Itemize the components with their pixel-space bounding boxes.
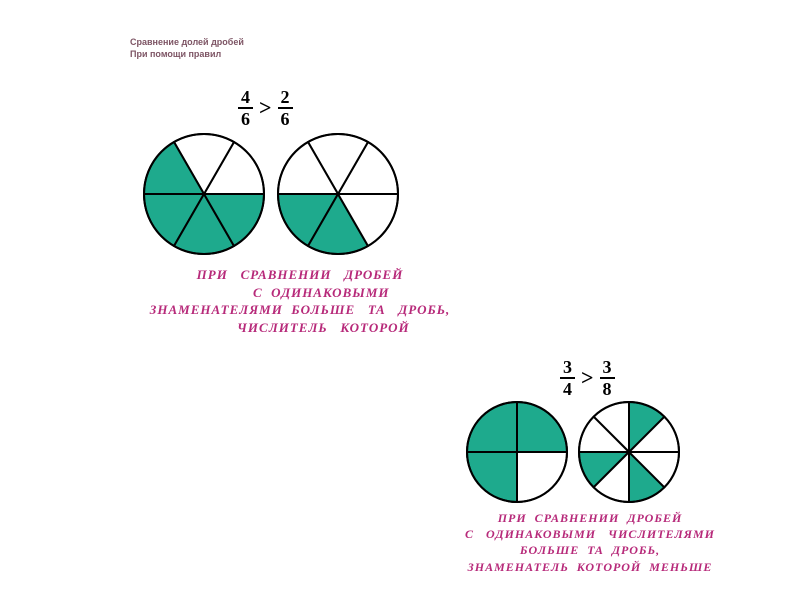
fraction-1b-num: 2 bbox=[278, 88, 293, 109]
pie-2b bbox=[577, 400, 681, 504]
fraction-1a: 4 6 bbox=[238, 88, 253, 128]
pie-group-2 bbox=[465, 400, 681, 504]
pie-group-1 bbox=[142, 132, 400, 256]
pie-1b bbox=[276, 132, 400, 256]
pie-1a bbox=[142, 132, 266, 256]
fraction-2b-den: 8 bbox=[603, 379, 612, 398]
fraction-2b-num: 3 bbox=[600, 358, 615, 379]
operator-1: > bbox=[259, 95, 272, 121]
fraction-1b-den: 6 bbox=[281, 109, 290, 128]
fraction-1a-num: 4 bbox=[238, 88, 253, 109]
fraction-1b: 2 6 bbox=[278, 88, 293, 128]
comparison-1: 4 6 > 2 6 bbox=[238, 88, 293, 128]
fraction-2b: 3 8 bbox=[600, 358, 615, 398]
rule-text-1: ПРИ СРАВНЕНИИ ДРОБЕЙ С ОДИНАКОВЫМИЗНАМЕН… bbox=[130, 266, 470, 336]
header-line-1: Сравнение долей дробей bbox=[130, 37, 244, 49]
comparison-2: 3 4 > 3 8 bbox=[560, 358, 615, 398]
rule-text-2: ПРИ СРАВНЕНИИ ДРОБЕЙС ОДИНАКОВЫМИ ЧИСЛИТ… bbox=[430, 510, 750, 575]
fraction-2a-den: 4 bbox=[563, 379, 572, 398]
fraction-2a-num: 3 bbox=[560, 358, 575, 379]
fraction-1a-den: 6 bbox=[241, 109, 250, 128]
slide-title: Сравнение долей дробей При помощи правил bbox=[130, 37, 244, 60]
header-line-2: При помощи правил bbox=[130, 49, 244, 61]
operator-2: > bbox=[581, 365, 594, 391]
pie-2a bbox=[465, 400, 569, 504]
fraction-2a: 3 4 bbox=[560, 358, 575, 398]
